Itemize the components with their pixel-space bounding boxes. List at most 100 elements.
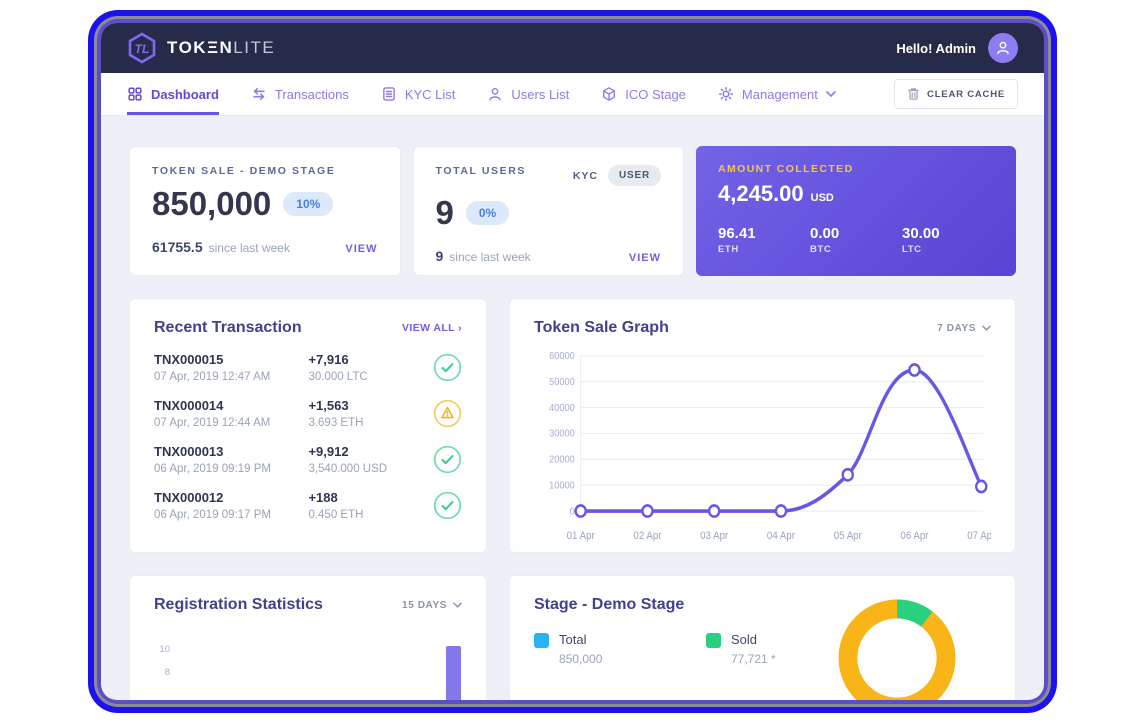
transaction-date: 07 Apr, 2019 12:44 AM <box>154 417 271 429</box>
chevron-down-icon <box>982 325 991 331</box>
transaction-value: 0.450 ETH <box>308 509 364 521</box>
data-point-markers <box>574 363 988 518</box>
token-sale-value: 850,000 <box>152 185 272 222</box>
y-tick: 50000 <box>549 376 575 388</box>
transaction-row: TNX000012 06 Apr, 2019 09:17 PM +188 0.4… <box>154 490 462 521</box>
top-header: TL TOKΞNLITE Hello! Admin <box>101 23 1044 73</box>
footer-text: since last week <box>208 241 290 255</box>
transaction-amount: +188 <box>308 490 338 505</box>
percent-badge: 10% <box>283 192 334 216</box>
token-sale-graph-panel: Token Sale Graph 7 DAYS <box>509 298 1016 553</box>
nav-label: KYC List <box>404 86 456 102</box>
legend-label: Sold <box>731 632 758 647</box>
nav-item-management[interactable]: Management <box>718 73 836 115</box>
legend-label: Total <box>559 632 587 647</box>
range-label: 15 DAYS <box>402 599 447 611</box>
registration-statistics-panel: Registration Statistics 15 DAYS 10 8 <box>129 575 487 700</box>
brand-name: TOKΞNLITE <box>167 38 275 58</box>
card-title: TOTAL USERS <box>435 165 527 177</box>
chevron-down-icon <box>826 91 836 97</box>
brand-logo-icon: TL <box>128 32 156 64</box>
cube-icon <box>603 87 616 101</box>
donut-chart <box>831 592 963 700</box>
legend-swatch-total <box>534 633 549 648</box>
greeting-text: Hello! Admin <box>896 40 976 56</box>
swap-arrows-icon <box>253 88 265 100</box>
legend-value: 850,000 <box>559 652 603 666</box>
stage-panel: Stage - Demo Stage Total 850,000 Sold <box>509 575 1016 700</box>
toggle-kyc-option[interactable]: KYC <box>572 169 599 182</box>
footer-value: 61755.5 <box>152 239 203 255</box>
transaction-row: TNX000014 07 Apr, 2019 12:44 AM +1,563 3… <box>154 398 462 429</box>
user-icon <box>489 87 502 101</box>
footer-value: 9 <box>435 248 444 264</box>
transaction-date: 06 Apr, 2019 09:17 PM <box>154 509 272 521</box>
card-title: AMOUNT COLLECTED <box>718 163 854 175</box>
card-title: TOKEN SALE - DEMO STAGE <box>152 165 336 177</box>
transaction-value: 3.693 ETH <box>308 417 364 429</box>
frame-shadow-layer: TL TOKΞNLITE Hello! Admin Dashboard <box>94 16 1051 707</box>
nav-label: Dashboard <box>151 86 219 102</box>
bar <box>446 646 461 700</box>
transaction-id: TNX000015 <box>154 352 224 367</box>
transaction-row: TNX000013 06 Apr, 2019 09:19 PM +9,912 3… <box>154 444 462 475</box>
clear-cache-button[interactable]: CLEAR CACHE <box>894 79 1018 109</box>
range-label: 7 DAYS <box>937 322 976 334</box>
breakdown-label: ETH <box>718 244 739 255</box>
x-tick: 05 Apr <box>834 531 863 543</box>
panel-title: Registration Statistics <box>154 596 323 613</box>
document-list-icon <box>382 87 395 101</box>
view-link[interactable]: VIEW <box>345 243 378 255</box>
legend-swatch-sold <box>706 633 721 648</box>
amount-value: 4,245.00 <box>718 181 804 206</box>
user-avatar[interactable] <box>988 33 1018 63</box>
breakdown-label: LTC <box>902 244 922 255</box>
nav-item-users-list[interactable]: Users List <box>487 73 569 115</box>
nav-item-dashboard[interactable]: Dashboard <box>127 73 219 115</box>
x-tick: 03 Apr <box>700 531 729 543</box>
x-tick: 06 Apr <box>900 531 929 543</box>
footer-text: since last week <box>449 250 531 264</box>
brand-name-light: LITE <box>233 38 276 57</box>
nav-item-ico-stage[interactable]: ICO Stage <box>601 73 686 115</box>
nav-item-kyc-list[interactable]: KYC List <box>381 73 456 115</box>
transaction-row: TNX000015 07 Apr, 2019 12:47 AM +7,916 3… <box>154 352 462 383</box>
y-tick: 0 <box>570 506 576 518</box>
success-check-icon <box>433 353 462 382</box>
x-tick: 01 Apr <box>567 531 596 543</box>
range-dropdown[interactable]: 15 DAYS <box>402 600 462 611</box>
frame-inner-layer: TL TOKΞNLITE Hello! Admin Dashboard <box>97 19 1048 704</box>
success-check-icon <box>433 445 462 474</box>
breakdown-value: 96.41 <box>718 225 756 242</box>
y-tick: 30000 <box>549 428 575 440</box>
amount-collected-card: AMOUNT COLLECTED 4,245.00 USD 96.41 ETH … <box>696 146 1016 276</box>
warning-icon <box>433 399 462 428</box>
x-tick: 07 Apr <box>967 531 991 543</box>
device-frame: TL TOKΞNLITE Hello! Admin Dashboard <box>88 10 1057 713</box>
y-tick: 40000 <box>549 402 575 414</box>
clear-cache-label: CLEAR CACHE <box>927 88 1005 100</box>
recent-transactions-panel: Recent Transaction VIEW ALL › TNX000015 … <box>129 298 487 553</box>
breakdown-eth: 96.41 ETH <box>718 225 810 255</box>
person-icon <box>997 41 1009 55</box>
x-tick: 04 Apr <box>767 531 796 543</box>
transaction-id: TNX000013 <box>154 444 224 459</box>
line-chart: 60000 50000 40000 30000 20000 10000 0 <box>534 345 991 552</box>
nav-item-transactions[interactable]: Transactions <box>251 73 349 115</box>
nav-label: Management <box>741 86 818 102</box>
breakdown-ltc: 30.00 LTC <box>902 225 994 255</box>
range-dropdown[interactable]: 7 DAYS <box>937 323 991 334</box>
nav-label: ICO Stage <box>625 86 686 102</box>
app-window: TL TOKΞNLITE Hello! Admin Dashboard <box>101 23 1044 700</box>
view-all-link[interactable]: VIEW ALL › <box>402 322 462 334</box>
brand-name-bold: TOKΞN <box>167 38 234 57</box>
token-sale-card: TOKEN SALE - DEMO STAGE 850,000 10% 6175… <box>129 146 401 276</box>
toggle-user-option[interactable]: USER <box>608 165 661 186</box>
svg-text:TL: TL <box>135 42 150 56</box>
breakdown-value: 30.00 <box>902 225 940 242</box>
grid-icon <box>128 87 142 101</box>
legend-value: 77,721 * <box>731 652 776 666</box>
line-series <box>579 368 983 513</box>
transaction-value: 3,540.000 USD <box>308 463 388 475</box>
view-link[interactable]: VIEW <box>628 252 661 264</box>
